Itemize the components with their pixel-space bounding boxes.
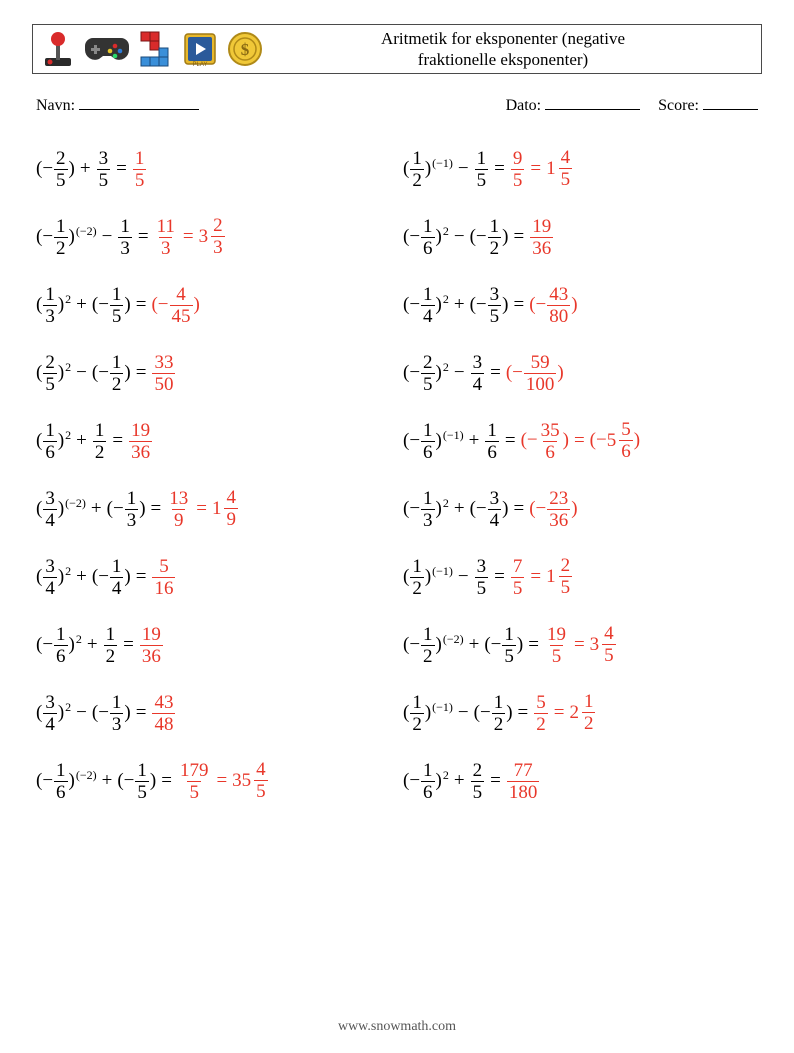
date-underline: [545, 96, 640, 110]
problem-answer: (−4380): [529, 285, 577, 326]
problem-row: (−12)(−2)+(−15)=195=345: [403, 621, 758, 669]
header-bar: PLAY $ Aritmetik for eksponenter (negati…: [32, 24, 762, 74]
coin-icon: $: [227, 31, 263, 67]
problem-row: (−16)2+12=1936: [36, 621, 391, 669]
problem-row: (34)2+(−14)=516: [36, 553, 391, 601]
worksheet-title: Aritmetik for eksponenter (negative frak…: [263, 28, 753, 71]
tetris-icon: [139, 30, 173, 68]
problem-answer: 1936: [128, 421, 153, 462]
problem-row: (12)(−1)−35=75=125: [403, 553, 758, 601]
title-line-1: Aritmetik for eksponenter (negative: [381, 29, 625, 48]
header-icons: PLAY $: [41, 30, 263, 68]
footer: www.snowmath.com: [0, 1019, 794, 1035]
problem-row: (12)(−1)−15=95=145: [403, 145, 758, 193]
problem-answer: 516: [151, 557, 176, 598]
problem-row: (34)2−(−13)=4348: [36, 689, 391, 737]
problem-row: (−14)2+(−35)=(−4380): [403, 281, 758, 329]
worksheet-page: PLAY $ Aritmetik for eksponenter (negati…: [0, 0, 794, 1053]
footer-text: www.snowmath.com: [338, 1019, 456, 1034]
problem-answer: 52=212: [533, 692, 596, 734]
gamepad-icon: [85, 32, 129, 66]
score-underline: [703, 96, 758, 110]
problem-answer: 195=345: [544, 624, 617, 666]
problem-row: (−16)(−2)+(−15)=1795=3545: [36, 757, 391, 805]
score-label: Score:: [658, 97, 699, 114]
problem-answer: 1936: [529, 217, 554, 258]
svg-text:$: $: [241, 40, 250, 59]
svg-text:PLAY: PLAY: [193, 62, 208, 68]
problems-grid: (−25)+35=15(12)(−1)−15=95=145(−12)(−2)−1…: [32, 145, 762, 805]
date-label: Dato:: [506, 97, 542, 114]
date-field: Dato:: [506, 96, 641, 115]
problem-row: (−16)(−1)+16=(−356)=(−556): [403, 417, 758, 465]
problem-answer: 1936: [139, 625, 164, 666]
joystick-icon: [41, 30, 75, 68]
problem-answer: (−445): [151, 285, 199, 326]
problem-answer: 139=149: [166, 488, 239, 530]
problem-row: (−16)2+25=77180: [403, 757, 758, 805]
name-underline: [79, 96, 199, 110]
problem-answer: 15: [132, 149, 148, 190]
problem-answer: (−59100): [506, 353, 564, 394]
problem-answer: (−356)=(−556): [521, 420, 640, 462]
problem-answer: 77180: [506, 761, 541, 802]
problem-answer: 113=323: [154, 216, 226, 258]
play-icon: PLAY: [183, 30, 217, 68]
problem-row: (−25)2−34=(−59100): [403, 349, 758, 397]
problem-answer: 3350: [151, 353, 176, 394]
problem-row: (13)2+(−15)=(−445): [36, 281, 391, 329]
problem-answer: (−2336): [529, 489, 577, 530]
problem-answer: 4348: [151, 693, 176, 734]
problem-row: (−25)+35=15: [36, 145, 391, 193]
score-field: Score:: [658, 96, 758, 115]
problem-row: (−13)2+(−34)=(−2336): [403, 485, 758, 533]
meta-row: Navn: Dato: Score:: [32, 96, 762, 115]
problem-row: (25)2−(−12)=3350: [36, 349, 391, 397]
problem-row: (−16)2−(−12)=1936: [403, 213, 758, 261]
problem-row: (16)2+12=1936: [36, 417, 391, 465]
problem-answer: 1795=3545: [177, 760, 269, 802]
problem-answer: 75=125: [510, 556, 573, 598]
name-label: Navn:: [36, 97, 75, 114]
problem-row: (12)(−1)−(−12)=52=212: [403, 689, 758, 737]
problem-row: (−12)(−2)−13=113=323: [36, 213, 391, 261]
title-line-2: fraktionelle eksponenter): [418, 50, 588, 69]
problem-answer: 95=145: [510, 148, 573, 190]
name-field: Navn:: [36, 96, 506, 115]
problem-row: (34)(−2)+(−13)=139=149: [36, 485, 391, 533]
